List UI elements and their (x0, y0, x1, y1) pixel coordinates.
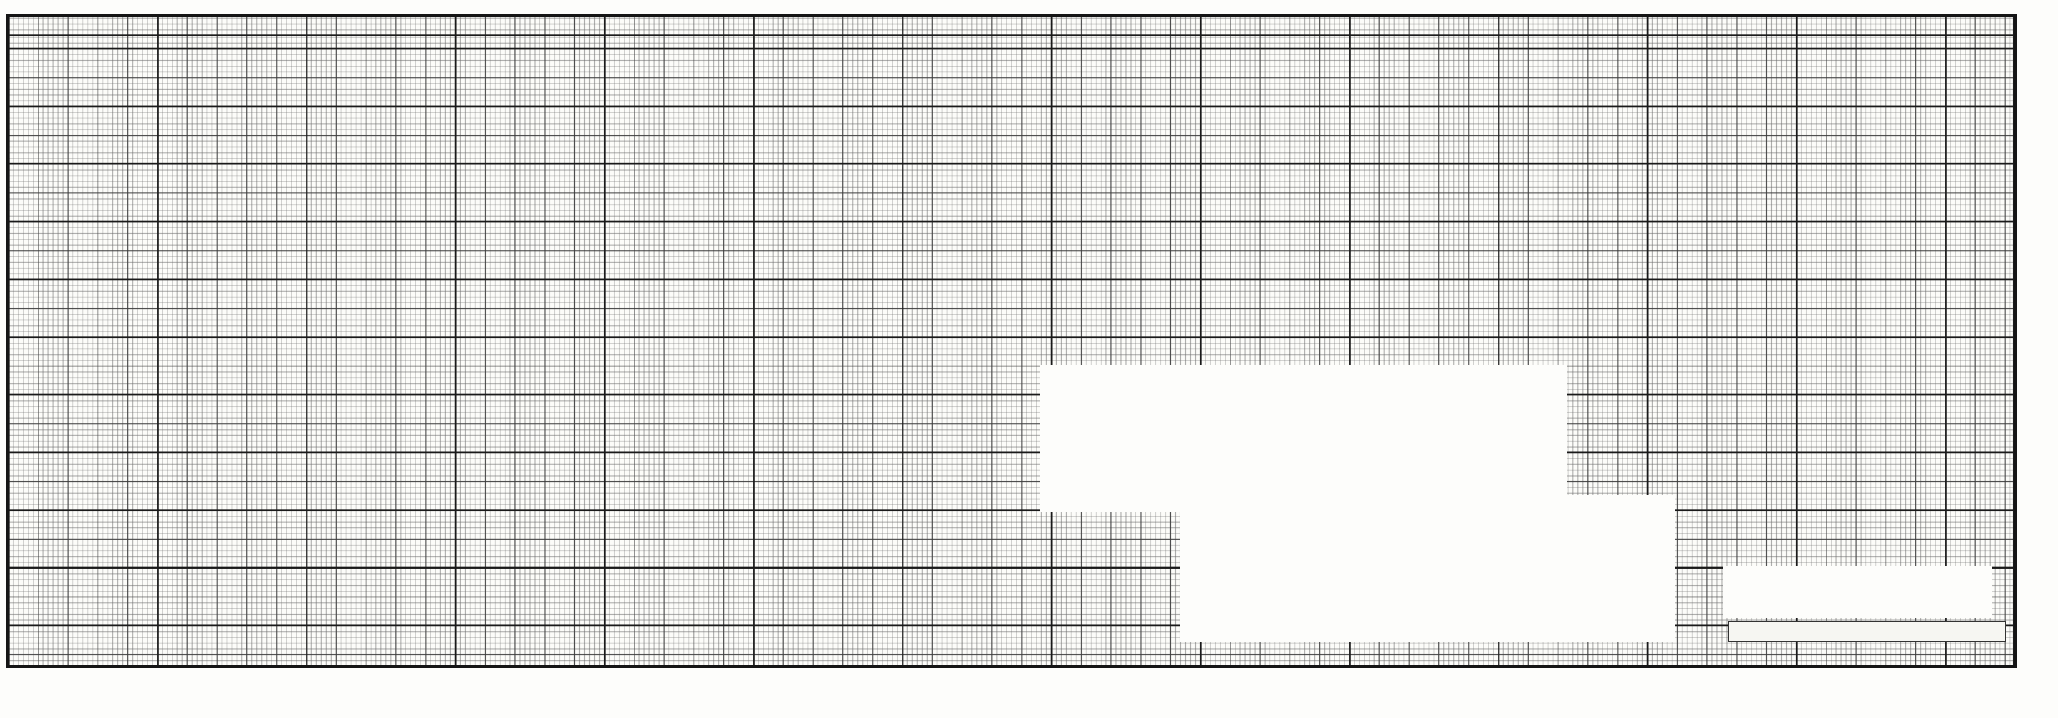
hormel-institute-box (1723, 566, 1992, 618)
perkin-elmer-credit-strip (1728, 621, 2006, 642)
annotation-panel-top (1040, 365, 1567, 512)
chart-grid-paper (6, 14, 2017, 668)
annotation-panel-formula (1180, 495, 1675, 642)
